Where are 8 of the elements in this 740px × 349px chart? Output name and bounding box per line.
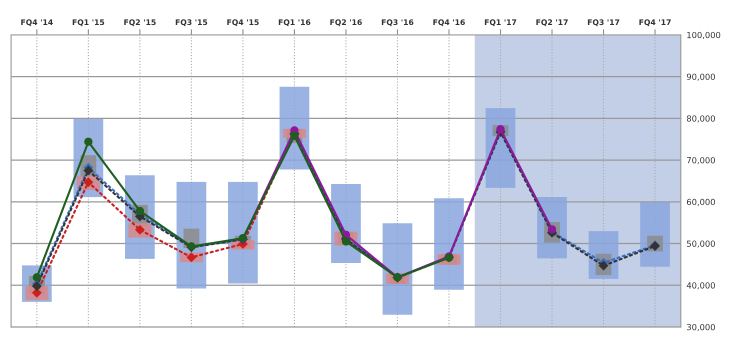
y-tick-label: 70,000 <box>687 157 715 164</box>
y-tick-label: 100,000 <box>687 32 720 40</box>
y-tick-label: 80,000 <box>686 115 715 122</box>
y-tick-label: 30,000 <box>686 324 715 332</box>
y-tick-label: 40,000 <box>686 282 715 290</box>
y-tick-label: 50,000 <box>687 240 715 248</box>
y-tick-label: 60,000 <box>686 198 715 206</box>
y-tick-label: 90,000 <box>686 74 715 81</box>
